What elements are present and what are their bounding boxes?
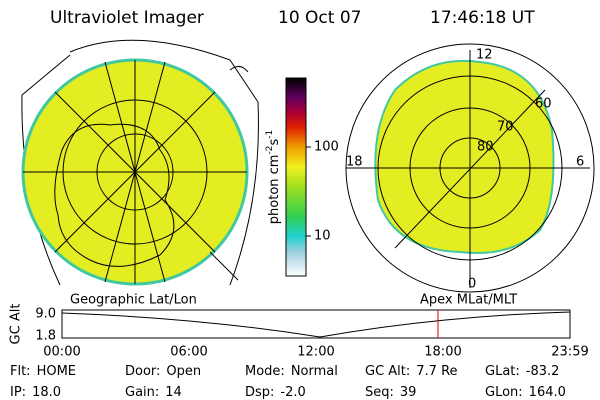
x-label: 00:00 [43, 345, 80, 360]
mlt-label: 12 [476, 48, 493, 63]
x-label: 23:59 [551, 345, 588, 360]
x-label: 18:00 [424, 345, 461, 360]
lat-label: 80 [477, 140, 494, 155]
field-value: -2.0 [280, 385, 305, 400]
status-field: Flt: HOME [10, 364, 76, 379]
status-panel: Flt: HOME Door: Open Mode: Normal GC Alt: 7.7 R… [10, 364, 566, 400]
right-caption: Apex MLat/MLT [420, 293, 517, 308]
status-field: Door: Open [125, 364, 201, 379]
field-label: Gain: [125, 385, 159, 400]
lat-label: 70 [497, 120, 514, 135]
y-label: 9.0 [35, 307, 56, 322]
field-label: Flt: [10, 364, 31, 379]
left-caption: Geographic Lat/Lon [70, 293, 197, 308]
axis-label: GC Alt [9, 304, 24, 345]
field-label: Seq: [365, 385, 394, 400]
x-label: 06:00 [170, 345, 207, 360]
field-value: -83.2 [526, 364, 560, 379]
x-label: 12:00 [297, 345, 334, 360]
title: Ultraviolet Imager [50, 8, 204, 28]
unit: photon cm [267, 155, 282, 225]
orbit-timeline: Geographic Lat/Lon Apex MLat/MLT 9.0 1.8… [9, 293, 589, 360]
time: 17:46:18 UT [430, 8, 535, 28]
date: 10 Oct 07 [278, 8, 361, 28]
field-label: GLon: [485, 385, 523, 400]
field-value: 39 [400, 385, 417, 400]
mlt-label: 6 [576, 155, 584, 170]
y-label: 1.8 [35, 329, 56, 344]
exponent: -1 [265, 130, 275, 139]
field-label: GC Alt: [365, 364, 410, 379]
status-field: IP: 18.0 [10, 385, 61, 400]
status-field: Gain: 14 [125, 385, 182, 400]
status-field: Mode: Normal [245, 364, 338, 379]
mlt-label: 0 [468, 277, 476, 292]
colorbar-label: photon cm-2s-1 [265, 130, 282, 224]
polar-plot: 12 18 6 0 80 70 60 [345, 43, 595, 293]
field-value: Open [166, 364, 201, 379]
field-value: 7.7 Re [416, 364, 457, 379]
field-label: GLat: [485, 364, 520, 379]
field-value: 164.0 [529, 385, 566, 400]
status-field: GLat: -83.2 [485, 364, 559, 379]
colorbar: 100 10 photon cm-2s-1 [265, 77, 339, 277]
exponent: -2 [265, 146, 275, 155]
field-label: Mode: [245, 364, 285, 379]
field-value: Normal [291, 364, 338, 379]
colorbar-scale [285, 77, 307, 277]
geographic-map [21, 39, 259, 286]
field-value: 18.0 [32, 385, 61, 400]
mlt-label: 18 [346, 155, 363, 170]
field-label: Door: [125, 364, 160, 379]
status-field: GC Alt: 7.7 Re [365, 364, 458, 379]
colorbar-tick-label: 10 [314, 229, 331, 244]
colorbar-tick-label: 100 [314, 140, 339, 155]
field-label: IP: [10, 385, 26, 400]
altitude-curve [61, 311, 571, 338]
lat-label: 60 [535, 97, 552, 112]
timeline-frame [61, 309, 571, 339]
field-label: Dsp: [245, 385, 274, 400]
field-value: 14 [165, 385, 182, 400]
unit: s [267, 139, 282, 146]
status-field: GLon: 164.0 [485, 385, 566, 400]
field-value: HOME [37, 364, 76, 379]
status-field: Dsp: -2.0 [245, 385, 306, 400]
status-field: Seq: 39 [365, 385, 416, 400]
